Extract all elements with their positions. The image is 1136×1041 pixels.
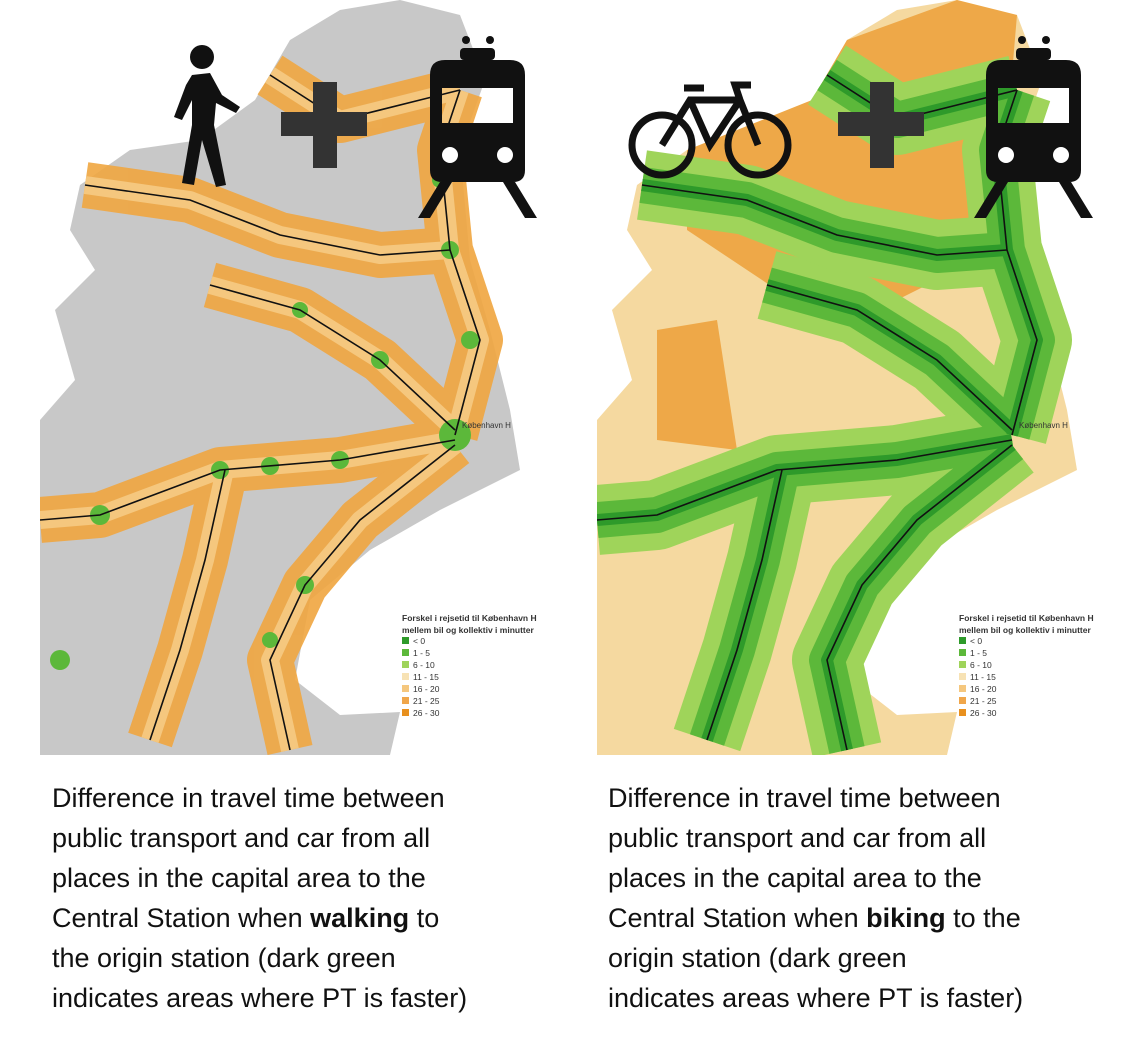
caption-line: origin station (dark green bbox=[608, 943, 907, 973]
caption-line: places in the capital area to the bbox=[52, 863, 426, 893]
legend-swatch bbox=[402, 649, 409, 656]
legend-swatch bbox=[402, 673, 409, 680]
legend-title: mellem bil og kollektiv i minutter bbox=[959, 625, 1091, 635]
legend-swatch bbox=[959, 649, 966, 656]
legend-label: 6 - 10 bbox=[413, 660, 435, 670]
map-biking bbox=[597, 0, 1077, 755]
legend-label: 1 - 5 bbox=[970, 648, 987, 658]
caption-line: indicates areas where PT is faster) bbox=[608, 983, 1024, 1013]
maps: København H Forskel i rejsetid til Københ… bbox=[40, 0, 1094, 755]
legend-title: Forskel i rejsetid til København H bbox=[402, 613, 537, 623]
plus-icon bbox=[838, 82, 924, 168]
caption-line: indicates areas where PT is faster) bbox=[52, 983, 468, 1013]
legend-label: 26 - 30 bbox=[970, 708, 997, 718]
caption-bold: walking bbox=[310, 903, 410, 933]
caption-text: Central Station when bbox=[608, 903, 867, 933]
caption-text: Central Station when bbox=[52, 903, 311, 933]
legend-swatch bbox=[959, 637, 966, 644]
caption-bold: biking bbox=[866, 903, 946, 933]
legend-label: 16 - 20 bbox=[970, 684, 997, 694]
legend-swatch bbox=[959, 661, 966, 668]
legend-label: < 0 bbox=[970, 636, 982, 646]
plus-icon bbox=[281, 82, 367, 168]
caption: Difference in travel time between public … bbox=[608, 778, 1128, 1018]
legend-label: 11 - 15 bbox=[970, 672, 996, 682]
legend-swatch bbox=[402, 709, 409, 716]
caption-line: Central Station when biking to the bbox=[608, 898, 1128, 938]
legend-swatch bbox=[402, 661, 409, 668]
caption-text: to the bbox=[945, 903, 1021, 933]
legend-title: mellem bil og kollektiv i minutter bbox=[402, 625, 534, 635]
caption-line: public transport and car from all bbox=[608, 823, 987, 853]
caption-line: the origin station (dark green bbox=[52, 943, 396, 973]
legend-label: 1 - 5 bbox=[413, 648, 430, 658]
caption-line: Central Station when walking to bbox=[52, 898, 572, 938]
legend-label: 21 - 25 bbox=[413, 696, 440, 706]
legend-label: 21 - 25 bbox=[970, 696, 997, 706]
legend-title: Forskel i rejsetid til København H bbox=[959, 613, 1094, 623]
station-label: København H bbox=[1019, 421, 1068, 430]
caption-line: public transport and car from all bbox=[52, 823, 431, 853]
bicycle-icon bbox=[628, 81, 792, 179]
caption-line: Difference in travel time between bbox=[52, 783, 445, 813]
legend-swatch bbox=[402, 697, 409, 704]
legend-swatch bbox=[402, 685, 409, 692]
train-icon bbox=[418, 36, 537, 218]
legend-label: < 0 bbox=[413, 636, 425, 646]
caption-line: Difference in travel time between bbox=[608, 783, 1001, 813]
legend-swatch bbox=[959, 673, 966, 680]
legend-swatch bbox=[959, 685, 966, 692]
legend-label: 16 - 20 bbox=[413, 684, 440, 694]
train-icon bbox=[974, 36, 1093, 218]
map-walking bbox=[40, 0, 520, 755]
station-label: København H bbox=[462, 421, 511, 430]
walker-icon bbox=[174, 45, 240, 187]
caption-text: to bbox=[409, 903, 440, 933]
caption-line: places in the capital area to the bbox=[608, 863, 982, 893]
caption: Difference in travel time between public … bbox=[52, 778, 572, 1018]
icons bbox=[174, 36, 1093, 218]
legend-label: 6 - 10 bbox=[970, 660, 992, 670]
legend-swatch bbox=[959, 709, 966, 716]
legend-label: 11 - 15 bbox=[413, 672, 439, 682]
legend-label: 26 - 30 bbox=[413, 708, 440, 718]
legend-swatch bbox=[959, 697, 966, 704]
legend-swatch bbox=[402, 637, 409, 644]
